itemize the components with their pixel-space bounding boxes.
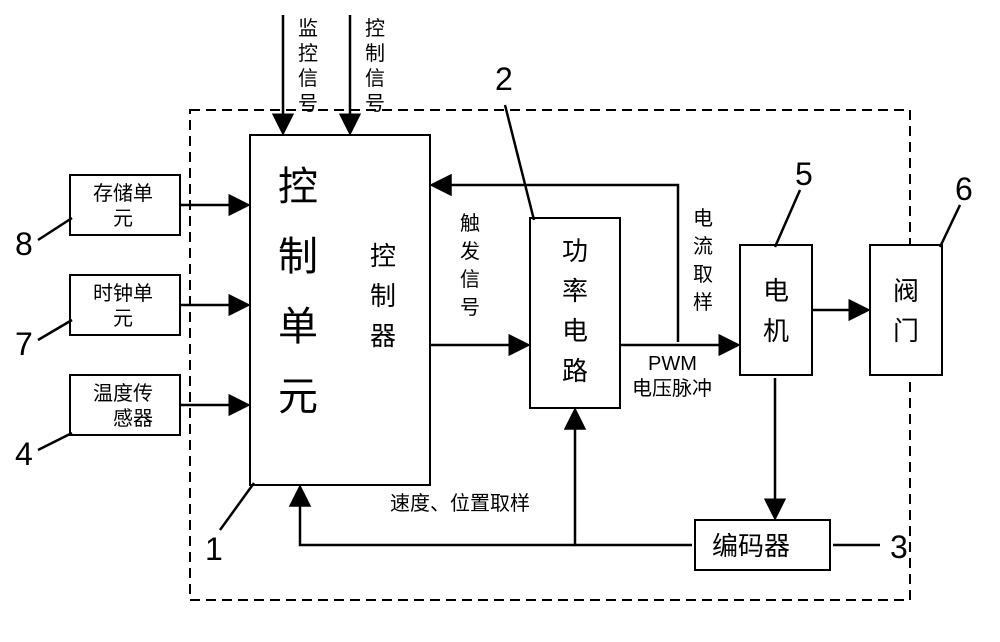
cur-l3: 取 [693, 264, 713, 286]
controller-inner-3: 器 [370, 322, 396, 351]
controller-big-label-4: 元 [278, 374, 318, 419]
controller-big-label-3: 单 [278, 304, 318, 349]
controller-inner-2: 制 [370, 282, 396, 311]
callout-7: 7 [15, 326, 33, 362]
control-label-4: 号 [365, 93, 385, 115]
monitor-label-1: 监 [298, 17, 318, 40]
callout-4: 4 [15, 436, 33, 472]
leader-5 [775, 190, 800, 247]
power-label-3: 电 [562, 317, 588, 346]
leader-6 [940, 205, 960, 247]
callout-6: 6 [955, 171, 973, 207]
speed-pos-label: 速度、位置取样 [390, 492, 530, 515]
trigger-l4: 号 [460, 297, 480, 319]
motor-box [740, 245, 812, 375]
leader-8 [38, 218, 72, 240]
motor-label-1: 电 [763, 277, 789, 306]
valve-box [870, 245, 942, 375]
cur-l4: 样 [693, 291, 713, 314]
cur-l2: 流 [693, 235, 713, 258]
monitor-label-3: 信 [298, 67, 318, 90]
valve-label-2: 门 [893, 317, 919, 346]
control-label-3: 信 [365, 67, 385, 90]
power-label-1: 功 [562, 237, 588, 266]
monitor-label-4: 号 [298, 93, 318, 115]
callout-5: 5 [795, 156, 813, 192]
leader-2 [505, 105, 534, 220]
clock-label-2: 元 [113, 308, 133, 330]
control-label-2: 制 [365, 42, 385, 65]
controller-box [250, 135, 430, 485]
motor-label-2: 机 [763, 317, 789, 346]
callout-8: 8 [15, 226, 33, 262]
temp-label-1: 温度传 [93, 382, 153, 405]
power-label-2: 率 [562, 277, 588, 306]
trigger-l3: 信 [460, 268, 480, 291]
power-label-4: 路 [562, 357, 588, 386]
valve-label-1: 阀 [893, 277, 919, 306]
storage-label-1: 存储单 [93, 182, 153, 205]
callout-3: 3 [890, 529, 908, 565]
leader-4 [38, 433, 72, 450]
trigger-l2: 发 [460, 240, 480, 263]
control-label-1: 控 [365, 17, 385, 40]
encoder-label: 编码器 [712, 532, 790, 561]
callout-2: 2 [495, 61, 513, 97]
controller-inner-1: 控 [370, 242, 396, 271]
pwm-label-1: PWM [648, 353, 697, 375]
controller-big-label-2: 制 [278, 234, 318, 279]
monitor-label-2: 控 [298, 42, 318, 65]
clock-label-1: 时钟单 [93, 282, 153, 305]
storage-label-2: 元 [113, 208, 133, 230]
cur-l1: 电 [693, 207, 713, 230]
pwm-label-2: 电压脉冲 [632, 377, 712, 400]
encoder-to-power [575, 411, 692, 545]
leader-1 [220, 483, 254, 530]
controller-big-label-1: 控 [278, 164, 318, 209]
callout-1: 1 [205, 531, 223, 567]
temp-label-2: 感器 [113, 407, 153, 430]
trigger-l1: 触 [460, 212, 480, 235]
leader-7 [38, 320, 72, 340]
